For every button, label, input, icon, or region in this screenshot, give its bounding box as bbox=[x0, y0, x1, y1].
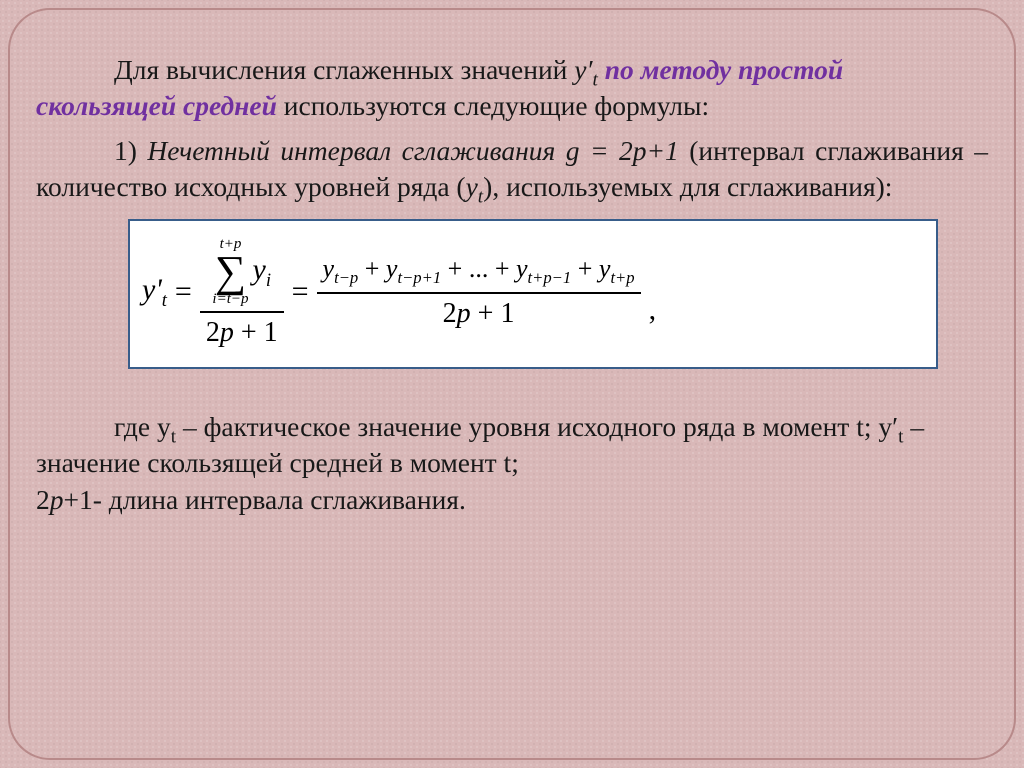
sum-argument: yi bbox=[253, 253, 272, 291]
expanded-numerator: yt−p + yt−p+1 + ... + yt+p−1 + yt+p bbox=[317, 254, 641, 287]
p2-var: yt bbox=[466, 171, 484, 202]
p3-line2-b: p bbox=[50, 484, 64, 515]
moving-average-formula: y't = t+p ∑ i=t−p yi 2p + 1 bbox=[142, 235, 924, 349]
p1-lead: Для вычисления сглаженных значений bbox=[114, 54, 574, 85]
equals-2: = bbox=[292, 275, 309, 309]
equals-1: = bbox=[175, 275, 192, 309]
p2-plain-b: ), используемых для сглаживания): bbox=[483, 171, 892, 202]
sigma-block: t+p ∑ i=t−p bbox=[212, 237, 248, 307]
sigma-icon: ∑ bbox=[215, 252, 246, 292]
sum-denominator: 2p + 1 bbox=[200, 317, 284, 349]
formula-box: y't = t+p ∑ i=t−p yi 2p + 1 bbox=[128, 219, 938, 369]
legend-paragraph: где yt – фактическое значение уровня исх… bbox=[36, 409, 988, 518]
p2-ital: Нечетный интервал сглаживания g = 2p+1 bbox=[147, 135, 678, 166]
intro-paragraph: Для вычисления сглаженных значений y′t п… bbox=[36, 52, 988, 125]
fraction-sum: t+p ∑ i=t−p yi 2p + 1 bbox=[200, 235, 284, 349]
sum-lower: i=t−p bbox=[212, 292, 248, 307]
lhs-var: y't bbox=[142, 273, 167, 312]
fraction-expanded: yt−p + yt−p+1 + ... + yt+p−1 + yt+p 2p +… bbox=[317, 254, 641, 330]
p3-a: где y bbox=[114, 411, 171, 442]
case-1-paragraph: 1) Нечетный интервал сглаживания g = 2p+… bbox=[36, 133, 988, 206]
p1-tail: используются следующие формулы: bbox=[277, 90, 709, 121]
p3-b: – фактическое значение уровня исходного … bbox=[176, 411, 898, 442]
p3-line2-a: 2 bbox=[36, 484, 50, 515]
p3-line2-c: +1- длина интервала сглаживания. bbox=[64, 484, 466, 515]
p2-num: 1) bbox=[114, 135, 147, 166]
expanded-denominator: 2p + 1 bbox=[437, 298, 521, 330]
slide-panel: { "colors": { "background": "#d9b8b8", "… bbox=[8, 8, 1016, 760]
p1-var: y′t bbox=[574, 54, 598, 85]
formula-trailing-comma: , bbox=[649, 293, 657, 349]
